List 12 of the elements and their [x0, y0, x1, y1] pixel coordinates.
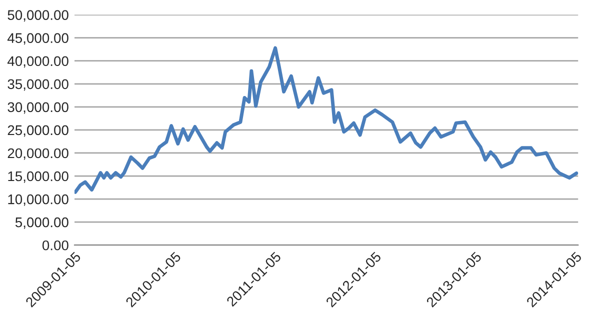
y-tick-label: 10,000.00 [8, 194, 68, 206]
y-tick-label: 50,000.00 [8, 10, 68, 22]
line-series [74, 46, 578, 194]
y-tick-label: 0.00 [42, 240, 68, 250]
y-tick-label: 20,000.00 [8, 148, 68, 160]
y-tick-label: 30,000.00 [8, 102, 68, 114]
y-tick-label: 45,000.00 [7, 33, 68, 45]
y-tick-label: 5,000.00 [15, 217, 68, 229]
y-tick-label: 40,000.00 [7, 56, 68, 68]
y-tick-label: 35,000.00 [8, 79, 68, 91]
y-tick-label: 25,000.00 [8, 125, 68, 137]
y-tick-label: 15,000.00 [8, 171, 68, 183]
